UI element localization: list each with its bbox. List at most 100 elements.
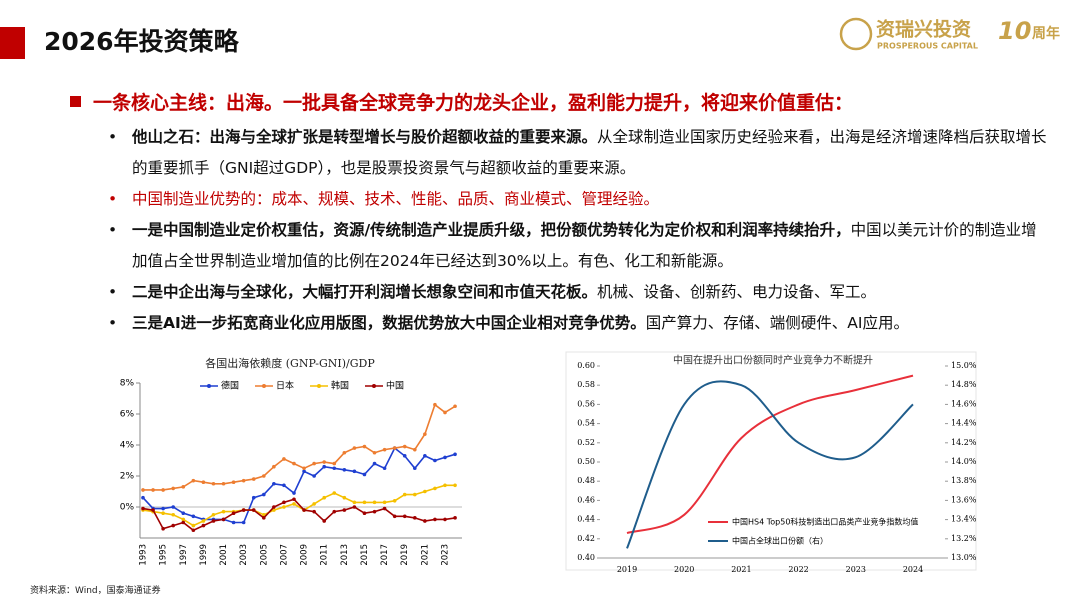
y2-tick-label: 13.2%: [951, 534, 977, 543]
data-point: [332, 461, 337, 466]
y2-tick-label: 13.8%: [951, 476, 977, 485]
bullet: 中国制造业优势的：成本、规模、技术、性能、品质、商业模式、管理经验。: [108, 184, 1048, 215]
data-point: [382, 466, 387, 471]
data-point: [362, 472, 367, 477]
y2-tick-label: 14.8%: [951, 380, 977, 389]
x-tick-label: 1993: [139, 544, 149, 566]
data-point: [302, 469, 306, 474]
bullet-bold-text: 他山之石：出海与全球扩张是转型增长与股价超额收益的重要来源。: [132, 128, 598, 146]
x-tick-label: 2022: [788, 565, 808, 574]
data-point: [211, 512, 216, 517]
data-point: [241, 478, 246, 483]
bullet-text: 从全球制造业国家历史经验来看，出海是经济增速降档后获取增长的重要抓手（GNI超过…: [132, 128, 1047, 177]
data-point: [161, 526, 165, 531]
data-point: [221, 517, 226, 522]
data-point: [322, 519, 327, 523]
data-point: [201, 480, 206, 485]
data-point: [231, 520, 236, 525]
data-point: [181, 485, 186, 489]
anniversary-number: 10: [998, 17, 1031, 45]
legend-label: 中国HS4 Top50科技制造出口品类产业竞争指数均值: [732, 517, 918, 527]
data-point: [181, 511, 186, 515]
y-tick-label: 0.58: [577, 380, 595, 389]
x-tick-label: 2024: [903, 565, 923, 574]
data-point: [413, 447, 417, 452]
x-tick-label: 2001: [219, 544, 229, 566]
data-point: [251, 495, 256, 500]
data-point: [433, 458, 437, 463]
data-point: [433, 402, 437, 407]
data-point: [352, 500, 357, 505]
data-point: [312, 461, 316, 466]
chart-frame: [565, 351, 977, 571]
data-point: [292, 497, 296, 502]
data-point: [332, 491, 337, 495]
data-point: [433, 517, 437, 522]
x-tick-label: 2019: [400, 544, 410, 566]
data-point: [151, 508, 155, 512]
data-point: [211, 481, 216, 486]
data-point: [342, 495, 347, 500]
data-point: [352, 446, 357, 450]
data-point: [262, 512, 266, 517]
y2-tick-label: 13.4%: [951, 515, 977, 524]
data-point: [443, 410, 447, 415]
x-tick-label: 2013: [340, 544, 350, 566]
y2-tick-label: 14.6%: [951, 399, 977, 408]
data-point: [181, 520, 186, 525]
data-point: [453, 452, 457, 457]
data-point: [372, 450, 377, 455]
legend-marker: [317, 384, 321, 388]
data-point: [221, 481, 226, 486]
data-point: [362, 500, 367, 505]
y2-tick-label: 14.2%: [951, 438, 977, 447]
logo-english: PROSPEROUS CAPITAL: [877, 42, 978, 51]
data-point: [272, 505, 276, 509]
data-point: [382, 500, 387, 505]
y-tick-label: 0.60: [577, 361, 595, 370]
anniversary-text: 周年: [1032, 25, 1060, 42]
bullet-bold-text: 三是AI进一步拓宽商业化应用版图，数据优势放大中国企业相对竞争优势。: [132, 314, 646, 332]
data-point: [231, 511, 236, 515]
y-tick-label: 0.56: [577, 399, 595, 408]
data-point: [332, 509, 337, 514]
series-line: [142, 446, 456, 524]
headline: 一条核心主线：出海。一批具备全球竞争力的龙头企业，盈利能力提升，将迎来价值重估：: [70, 88, 853, 115]
data-point: [191, 478, 196, 483]
data-point: [362, 511, 367, 515]
y-tick-label: 8%: [120, 379, 135, 389]
data-point: [201, 523, 206, 528]
y-tick-label: 4%: [120, 441, 135, 451]
legend-label: 中国占全球出口份额（右）: [732, 536, 828, 546]
data-point: [221, 509, 226, 514]
x-tick-label: 2009: [300, 544, 310, 566]
y-tick-label: 0.44: [577, 515, 595, 524]
data-point: [292, 502, 296, 506]
data-point: [352, 469, 357, 474]
series-line: [626, 380, 914, 549]
bullet: 他山之石：出海与全球扩张是转型增长与股价超额收益的重要来源。从全球制造业国家历史…: [108, 122, 1048, 184]
legend-marker: [372, 384, 376, 388]
data-point: [413, 492, 417, 497]
x-tick-label: 2011: [320, 544, 330, 566]
data-point: [392, 514, 397, 519]
x-tick-label: 1997: [179, 544, 189, 566]
y-tick-label: 0.42: [577, 534, 595, 543]
y2-tick-label: 14.0%: [951, 457, 977, 466]
data-point: [241, 520, 246, 525]
data-point: [251, 508, 256, 512]
data-point: [161, 488, 165, 492]
data-point: [453, 404, 457, 409]
data-point: [302, 508, 306, 512]
data-point: [342, 508, 347, 512]
y2-tick-label: 15.0%: [951, 361, 977, 370]
data-point: [161, 511, 165, 515]
y-tick-label: 6%: [120, 410, 135, 420]
data-point: [191, 523, 196, 528]
y-tick-label: 2%: [120, 472, 135, 482]
data-point: [402, 492, 407, 497]
x-tick-label: 2005: [259, 544, 269, 566]
x-tick-label: 1999: [199, 544, 209, 566]
data-point: [423, 454, 427, 458]
